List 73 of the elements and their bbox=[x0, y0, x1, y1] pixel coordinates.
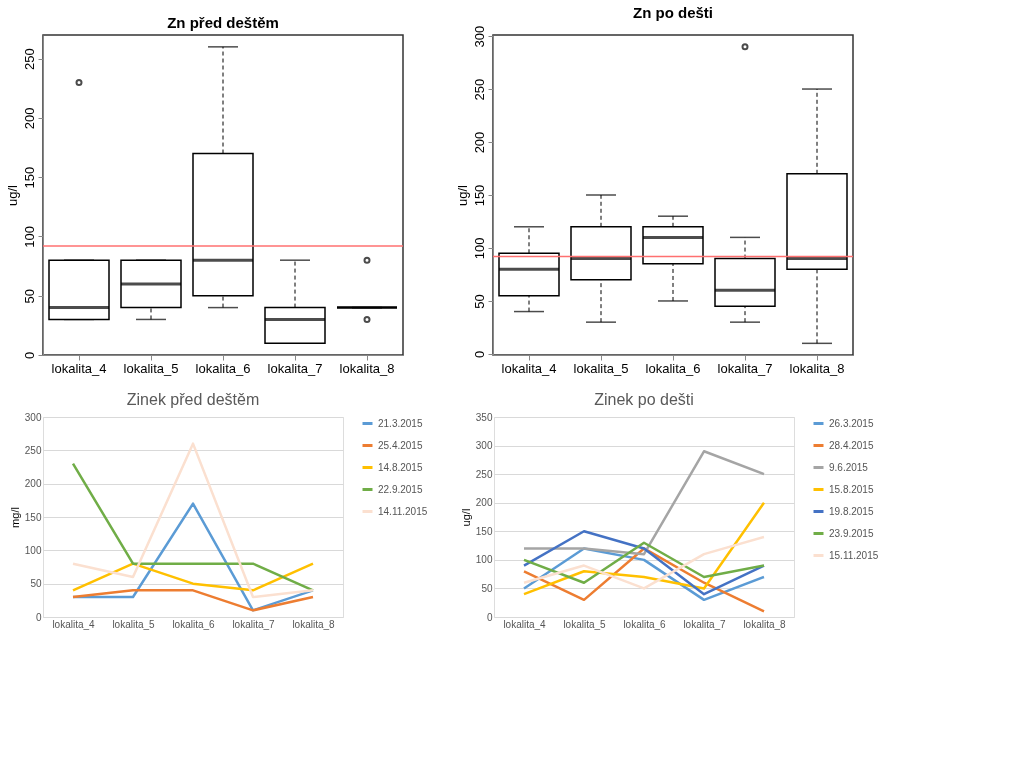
y-tick-label: 100 bbox=[24, 544, 42, 556]
legend-label: 21.3.2015 bbox=[378, 417, 423, 429]
legend-label: 14.8.2015 bbox=[378, 461, 423, 473]
x-tick-label: lokalita_8 bbox=[292, 618, 336, 630]
y-tick-label: 350 bbox=[475, 411, 493, 423]
legend-label: 22.9.2015 bbox=[378, 483, 423, 495]
y-tick-label: 0 bbox=[21, 351, 37, 360]
legend-label: 14.11.2015 bbox=[378, 505, 428, 517]
y-tick-label: 200 bbox=[24, 478, 42, 490]
x-tick-label: lokalita_7 bbox=[717, 360, 773, 376]
line-series bbox=[522, 541, 766, 584]
y-tick-label: 300 bbox=[471, 25, 487, 48]
legend-label: 26.3.2015 bbox=[829, 417, 874, 429]
y-axis-title: ug/l bbox=[454, 184, 470, 206]
x-tick-label: lokalita_4 bbox=[503, 618, 547, 630]
legend-label: 15.8.2015 bbox=[829, 483, 874, 495]
y-tick-label: 150 bbox=[21, 166, 37, 189]
y-tick-label: 250 bbox=[471, 78, 487, 101]
y-axis-title: mg/l bbox=[8, 507, 21, 528]
y-tick-label: 200 bbox=[21, 107, 37, 130]
x-tick-label: lokalita_5 bbox=[573, 360, 629, 376]
y-tick-label: 250 bbox=[475, 468, 493, 480]
y-tick-label: 100 bbox=[21, 226, 37, 248]
x-tick-label: lokalita_8 bbox=[789, 360, 845, 376]
y-tick-label: 200 bbox=[471, 131, 487, 154]
y-axis-title: ug/l bbox=[4, 184, 20, 206]
legend-label: 28.4.2015 bbox=[829, 439, 874, 451]
x-tick-label: lokalita_8 bbox=[743, 618, 787, 630]
x-tick-label: lokalita_4 bbox=[501, 360, 557, 376]
y-tick-label: 0 bbox=[486, 611, 493, 623]
line-series bbox=[522, 535, 766, 590]
chart-title: Zinek po dešti bbox=[594, 391, 694, 408]
line-series bbox=[71, 442, 315, 599]
x-tick-label: lokalita_7 bbox=[232, 618, 276, 630]
y-tick-label: 250 bbox=[24, 444, 42, 456]
y-tick-label: 50 bbox=[481, 582, 493, 594]
x-tick-label: lokalita_7 bbox=[267, 360, 323, 376]
x-tick-label: lokalita_5 bbox=[563, 618, 607, 630]
line-series bbox=[522, 450, 766, 556]
legend-label: 19.8.2015 bbox=[829, 505, 874, 517]
x-tick-label: lokalita_6 bbox=[645, 360, 701, 376]
x-tick-label: lokalita_4 bbox=[51, 360, 107, 376]
y-axis-title: ug/l bbox=[459, 508, 472, 527]
x-tick-label: lokalita_6 bbox=[172, 618, 216, 630]
chart-title: Zn před deštěm bbox=[167, 14, 279, 31]
y-tick-label: 50 bbox=[471, 294, 487, 309]
y-tick-label: 200 bbox=[475, 497, 493, 509]
x-tick-label: lokalita_4 bbox=[52, 618, 96, 630]
y-tick-label: 50 bbox=[21, 289, 37, 304]
y-tick-label: 100 bbox=[475, 554, 493, 566]
x-tick-label: lokalita_6 bbox=[195, 360, 251, 376]
y-tick-label: 150 bbox=[24, 511, 42, 523]
x-tick-label: lokalita_7 bbox=[683, 618, 727, 630]
line-series bbox=[522, 530, 766, 596]
x-tick-label: lokalita_5 bbox=[112, 618, 156, 630]
y-tick-label: 50 bbox=[30, 578, 42, 590]
legend-label: 15.11.2015 bbox=[829, 549, 879, 561]
x-tick-label: lokalita_6 bbox=[623, 618, 667, 630]
legend-label: 23.9.2015 bbox=[829, 527, 874, 539]
chart-title: Zinek před deštěm bbox=[126, 391, 260, 408]
y-tick-label: 300 bbox=[475, 440, 493, 452]
y-tick-label: 100 bbox=[471, 237, 487, 260]
chart-title: Zn po dešti bbox=[633, 4, 713, 22]
legend-label: 25.4.2015 bbox=[378, 439, 423, 451]
y-tick-label: 150 bbox=[475, 525, 493, 537]
y-tick-label: 250 bbox=[21, 48, 37, 71]
y-tick-label: 0 bbox=[471, 350, 487, 359]
x-tick-label: lokalita_5 bbox=[123, 360, 179, 376]
legend-label: 9.6.2015 bbox=[829, 461, 869, 473]
y-tick-label: 300 bbox=[24, 411, 42, 423]
x-tick-label: lokalita_8 bbox=[339, 360, 395, 376]
y-tick-label: 0 bbox=[35, 611, 42, 623]
y-tick-label: 150 bbox=[471, 184, 487, 207]
